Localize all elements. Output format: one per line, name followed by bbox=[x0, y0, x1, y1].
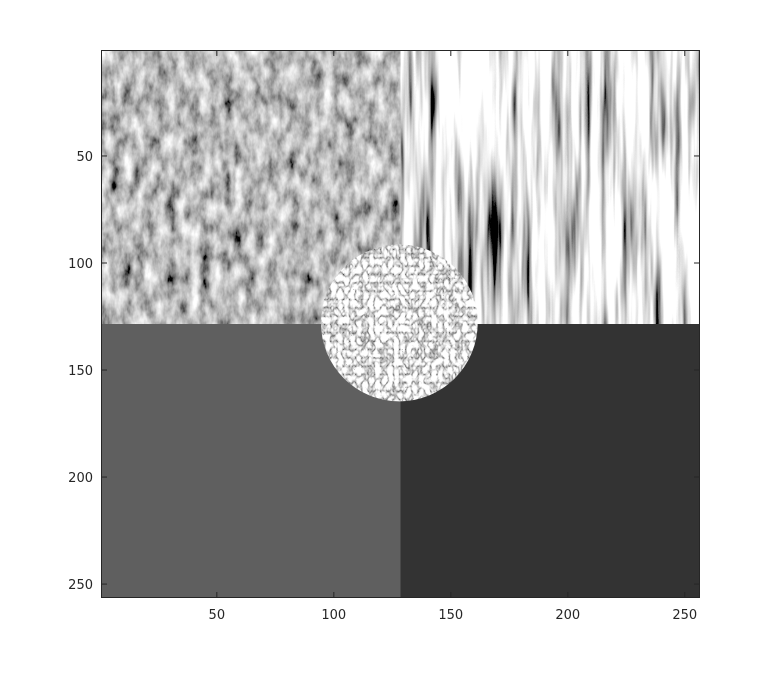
y-tick-label: 50 bbox=[76, 150, 93, 165]
y-tick-label: 100 bbox=[68, 257, 93, 272]
image-content bbox=[101, 50, 700, 598]
center-disc-woven bbox=[320, 244, 478, 402]
axis-ticks bbox=[101, 50, 700, 598]
x-tick-label: 250 bbox=[672, 608, 697, 623]
x-tick-label: 200 bbox=[555, 608, 580, 623]
axes-frame bbox=[101, 50, 700, 598]
x-tick-label: 50 bbox=[209, 608, 226, 623]
x-tick-label: 100 bbox=[321, 608, 346, 623]
y-tick-label: 250 bbox=[68, 578, 93, 593]
x-tick-labels: 50 100 150 200 250 bbox=[209, 608, 698, 623]
y-tick-label: 200 bbox=[68, 471, 93, 486]
y-tick-label: 150 bbox=[68, 364, 93, 379]
y-tick-labels: 50 100 150 200 250 bbox=[68, 150, 93, 593]
x-tick-label: 150 bbox=[438, 608, 463, 623]
